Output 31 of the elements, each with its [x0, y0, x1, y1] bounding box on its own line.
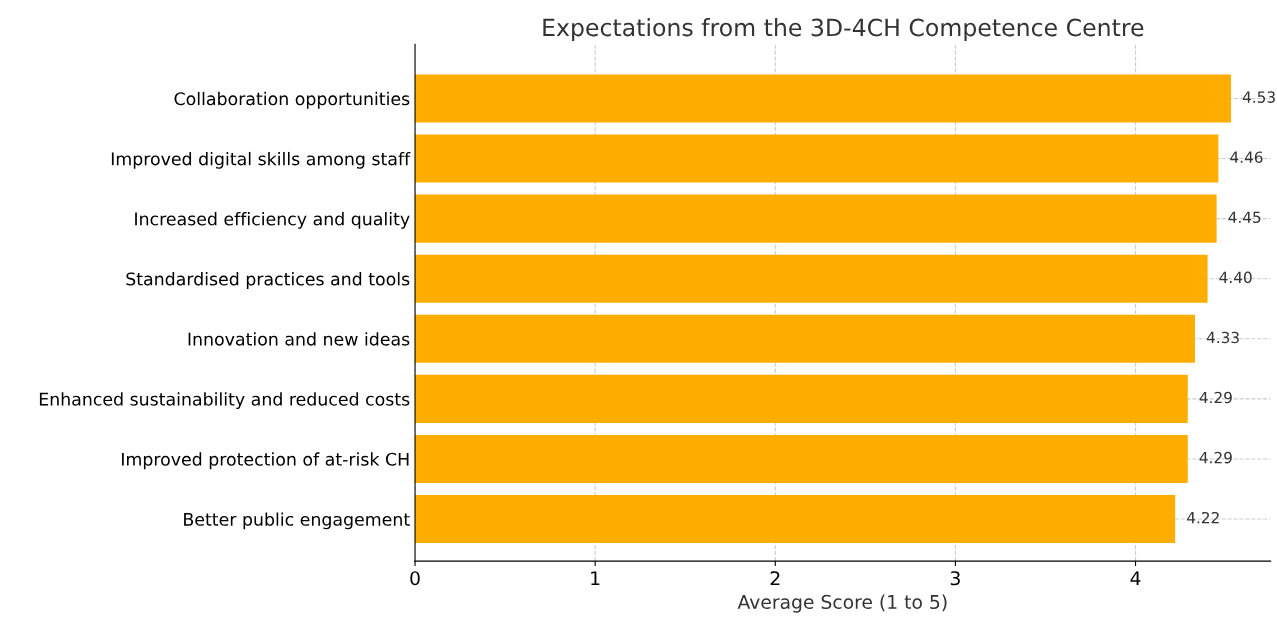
data-label: 4.46 — [1230, 151, 1263, 163]
bar — [415, 254, 1208, 303]
y-tick-label: Innovation and new ideas — [188, 332, 410, 346]
chart-title: Expectations from the 3D-4CH Competence Centre — [543, 18, 1144, 41]
y-tick-label: Better public engagement — [184, 512, 410, 530]
data-label: 4.29 — [1199, 451, 1232, 464]
x-tick-label: 3 — [950, 571, 960, 586]
data-label: 4.22 — [1187, 511, 1219, 524]
data-label: 4.45 — [1228, 211, 1261, 224]
y-tick-label: Increased efficiency and quality — [135, 212, 410, 229]
bar — [415, 194, 1217, 243]
data-label: 4.29 — [1199, 391, 1232, 404]
y-tick-label: Enhanced sustainability and reduced costs — [39, 392, 410, 410]
bar — [415, 374, 1188, 423]
x-tick-label: 0 — [410, 571, 420, 586]
data-label: 4.40 — [1219, 271, 1252, 284]
y-tick-label: Standardised practices and tools — [126, 272, 410, 289]
data-label: 4.53 — [1242, 91, 1275, 103]
data-label: 4.33 — [1206, 331, 1239, 344]
x-tick-label: 4 — [1130, 571, 1141, 586]
bar — [415, 495, 1176, 544]
bar — [415, 74, 1231, 123]
bar — [415, 314, 1195, 363]
x-tick-label: 2 — [770, 571, 780, 586]
y-tick-label: Improved digital skills among staff — [111, 151, 411, 169]
y-tick-label: Collaboration opportunities — [174, 91, 410, 109]
x-tick-label: 1 — [591, 571, 600, 586]
y-tick-label: Improved protection of at-risk CH — [122, 452, 409, 470]
bar — [415, 434, 1188, 483]
bar — [415, 134, 1219, 183]
x-axis-title: Average Score (1 to 5) — [737, 594, 947, 613]
